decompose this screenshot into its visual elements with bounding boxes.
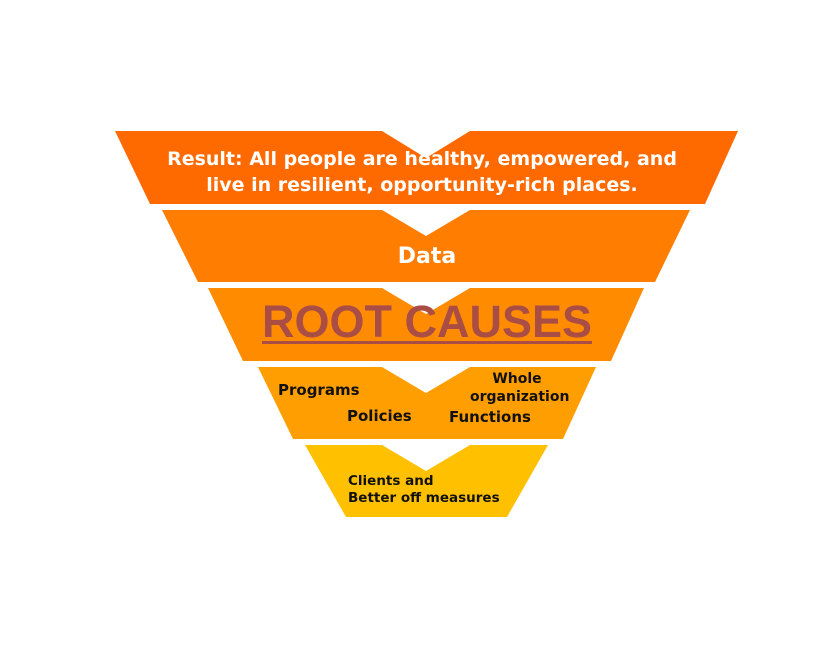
chevron-3 — [382, 288, 470, 314]
chevron-1 — [382, 131, 470, 158]
result-label: Result: All people are healthy, empowere… — [140, 146, 704, 198]
band-clients — [305, 445, 548, 517]
clients-line-2: Better off measures — [348, 490, 500, 506]
chevron-4 — [382, 367, 470, 393]
chevron-2 — [382, 210, 470, 236]
whole-line-1: Whole — [492, 371, 542, 387]
whole-organization-label: Whole organization — [470, 370, 570, 406]
data-label: Data — [397, 244, 457, 269]
whole-line-2: organization — [470, 389, 570, 405]
result-line-1: Result: All people are healthy, empowere… — [167, 148, 677, 170]
band-root-causes — [208, 288, 644, 361]
functions-label: Functions — [449, 408, 531, 426]
chevron-5 — [382, 445, 470, 471]
root-causes-label: ROOT CAUSES — [261, 296, 593, 347]
band-data — [162, 210, 690, 282]
clients-line-1: Clients and — [348, 473, 434, 489]
policies-label: Policies — [347, 407, 412, 425]
result-line-2: live in resilient, opportunity-rich plac… — [206, 174, 638, 196]
band-strategies — [258, 367, 596, 439]
clients-label: Clients and Better off measures — [348, 473, 500, 507]
band-result — [115, 131, 738, 204]
programs-label: Programs — [278, 381, 360, 399]
